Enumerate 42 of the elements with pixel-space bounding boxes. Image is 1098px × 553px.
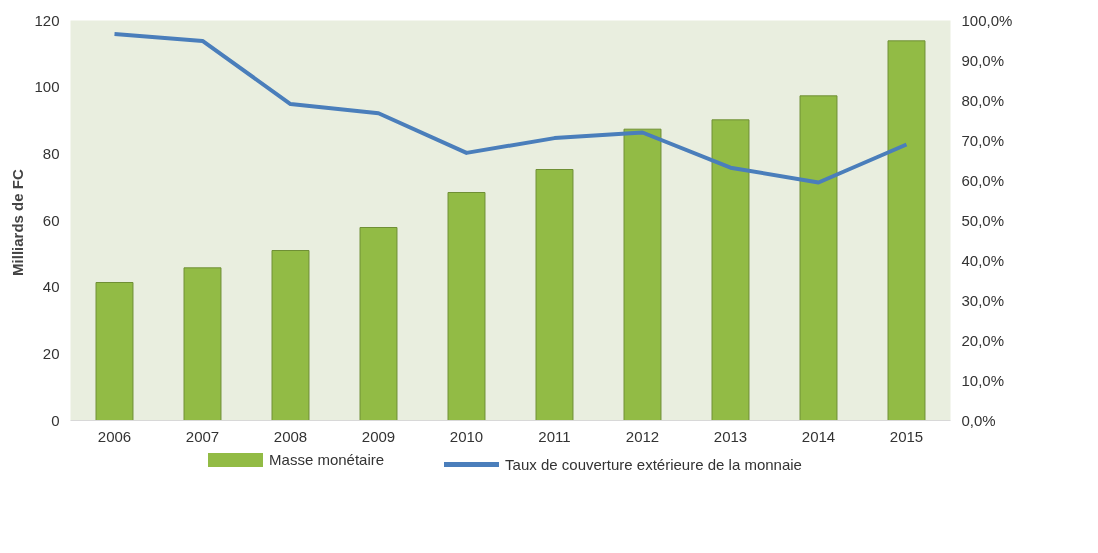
- x-tick-label: 2009: [361, 427, 396, 445]
- x-tick-label: 2006: [97, 427, 132, 445]
- y2-tick-label: 100,0%: [961, 12, 1013, 29]
- y2-tick-label: 0,0%: [961, 412, 996, 429]
- y2-tick-label: 70,0%: [961, 132, 1005, 149]
- x-tick-label: 2007: [185, 427, 220, 445]
- x-tick-label: 2014: [801, 427, 836, 445]
- bar: [623, 128, 662, 421]
- y-tick-label: 100: [34, 78, 60, 96]
- y2-tick-label: 80,0%: [961, 92, 1005, 109]
- x-tick-label: 2012: [625, 427, 660, 445]
- x-tick-label: 2013: [713, 427, 748, 445]
- y-tick-label: 120: [34, 11, 60, 29]
- legend-label: Masse monétaire: [269, 450, 385, 470]
- bar: [887, 40, 926, 421]
- bar: [95, 282, 134, 421]
- y-axis-title: Milliards de FC: [9, 169, 27, 276]
- y-tick-label: 0: [51, 411, 60, 429]
- y2-tick-label: 60,0%: [961, 172, 1005, 189]
- bar: [535, 169, 574, 421]
- bar: [183, 267, 222, 421]
- bar: [711, 119, 750, 421]
- y2-tick-label: 30,0%: [961, 292, 1005, 309]
- x-tick-label: 2015: [889, 427, 924, 445]
- y2-tick-label: 50,0%: [961, 212, 1005, 229]
- x-tick-label: 2011: [538, 427, 571, 445]
- x-tick-label: 2010: [449, 427, 484, 445]
- bar: [799, 95, 838, 421]
- y2-tick-label: 20,0%: [961, 332, 1005, 349]
- bar: [271, 250, 310, 421]
- y-tick-label: 80: [42, 144, 60, 162]
- legend-label: Taux de couverture extérieure de la monnaie: [505, 454, 802, 475]
- bar: [359, 227, 398, 421]
- y-tick-label: 20: [42, 344, 60, 362]
- y2-tick-label: 10,0%: [961, 372, 1005, 389]
- line-series: [112, 32, 909, 185]
- y-tick-label: 40: [42, 278, 60, 296]
- y2-tick-label: 90,0%: [961, 52, 1005, 69]
- y2-tick-label: 40,0%: [961, 252, 1005, 269]
- x-tick-label: 2008: [273, 427, 308, 445]
- y-tick-label: 60: [42, 211, 60, 229]
- bar: [447, 192, 486, 421]
